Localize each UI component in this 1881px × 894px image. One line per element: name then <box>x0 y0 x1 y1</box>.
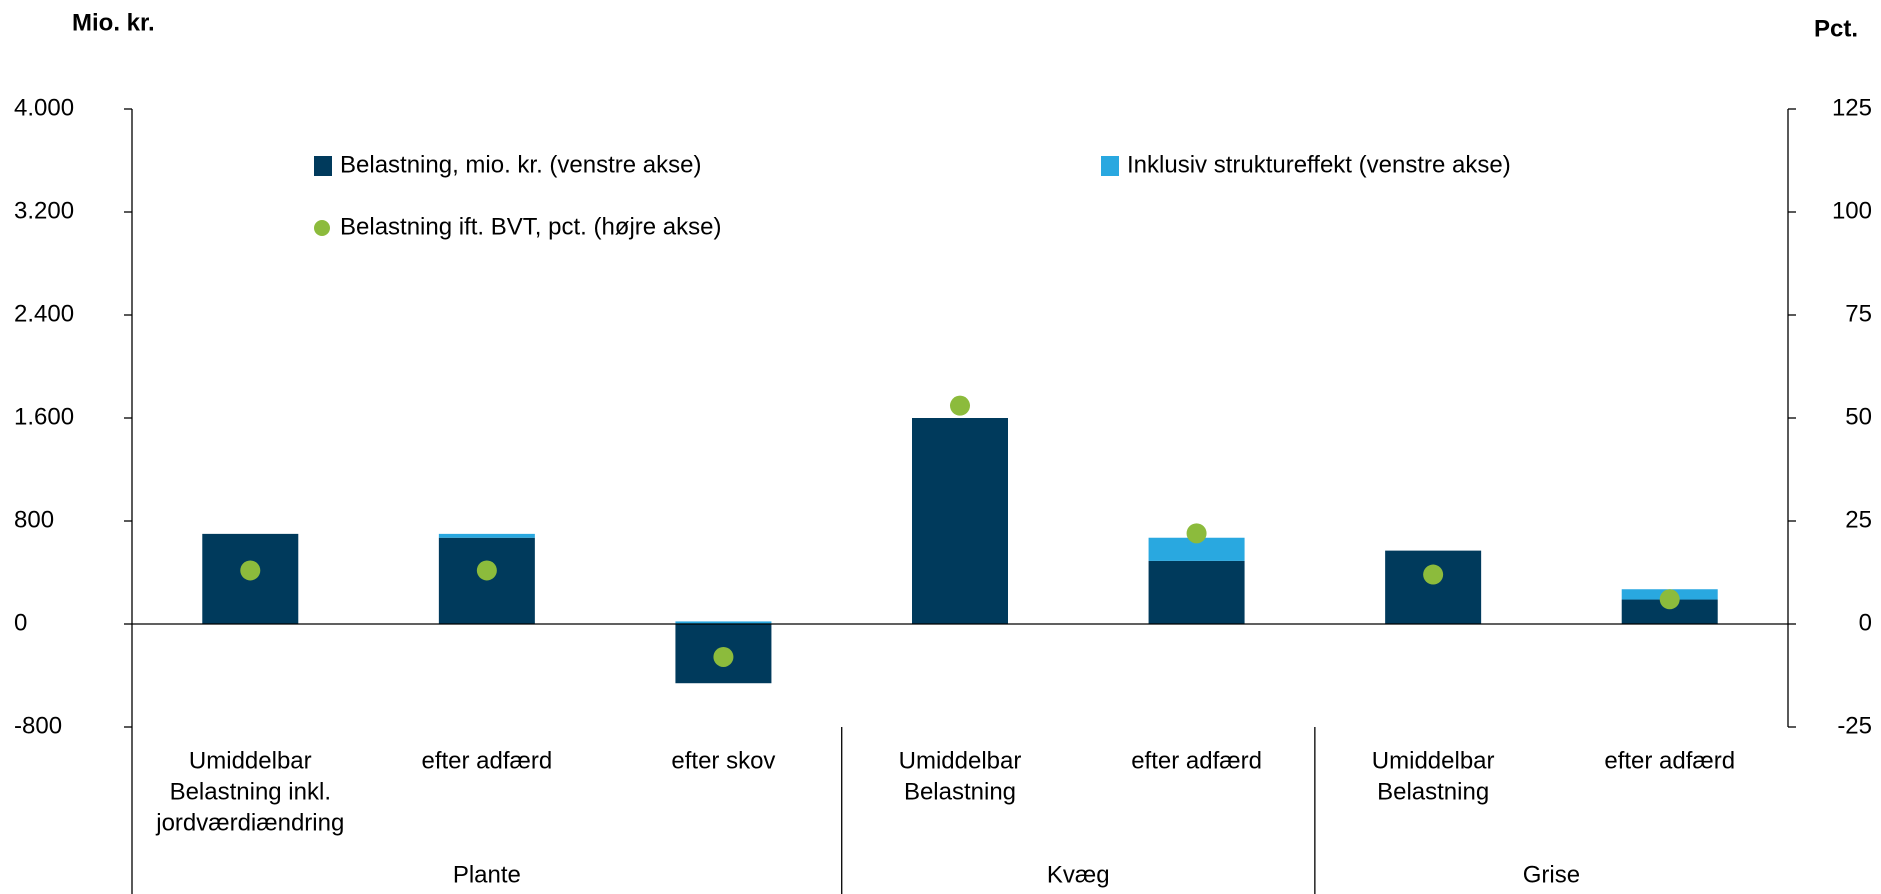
y-axis-title: Mio. kr. <box>72 9 155 36</box>
y-tick-label: 3.200 <box>14 197 74 224</box>
point <box>713 646 734 667</box>
legend-label: Belastning ift. BVT, pct. (højre akse) <box>340 213 721 240</box>
x-tick-label: Umiddelbar <box>1372 747 1495 774</box>
bar <box>1385 550 1482 624</box>
y2-tick-label: 50 <box>1845 403 1872 430</box>
x-tick-label: Umiddelbar <box>189 747 312 774</box>
x-tick-label: efter adfærd <box>1604 747 1735 774</box>
y2-tick-label: 75 <box>1845 300 1872 327</box>
x-tick-label: efter skov <box>671 747 775 774</box>
point <box>950 395 970 416</box>
bar <box>438 533 535 538</box>
point <box>1423 564 1444 585</box>
legend-marker <box>314 156 332 176</box>
y-tick-label: -800 <box>14 712 62 739</box>
y-tick-label: 1.600 <box>14 403 74 430</box>
y2-tick-label: -25 <box>1837 712 1872 739</box>
legend-marker <box>1101 156 1119 176</box>
x-tick-label: efter adfærd <box>1131 747 1262 774</box>
point <box>240 560 261 581</box>
y2-tick-label: 25 <box>1845 506 1872 533</box>
legend-label: Belastning, mio. kr. (venstre akse) <box>340 151 701 178</box>
y2-axis-title: Pct. <box>1814 15 1858 42</box>
x-tick-label: efter adfærd <box>421 747 552 774</box>
x-tick-label: Belastning <box>904 778 1016 805</box>
bar <box>1148 537 1245 561</box>
point <box>476 560 497 581</box>
bar <box>1148 560 1245 624</box>
x-tick-label: Belastning <box>1377 778 1489 805</box>
group-label: Plante <box>453 861 521 888</box>
legend-label: Inklusiv struktureffekt (venstre akse) <box>1127 151 1511 178</box>
x-tick-label: Belastning inkl. <box>170 778 331 805</box>
y-tick-label: 800 <box>14 506 54 533</box>
x-tick-label: jordværdiændring <box>155 809 344 836</box>
bar <box>675 621 772 624</box>
point <box>1186 523 1207 544</box>
bar <box>438 537 535 624</box>
group-label: Grise <box>1523 861 1580 888</box>
x-tick-label: Umiddelbar <box>899 747 1022 774</box>
y2-tick-label: 125 <box>1832 94 1872 121</box>
point <box>1659 589 1680 610</box>
y-tick-label: 4.000 <box>14 94 74 121</box>
y-tick-label: 0 <box>14 609 27 636</box>
group-label: Kvæg <box>1047 861 1110 888</box>
bar <box>912 418 1008 624</box>
y2-tick-label: 0 <box>1859 609 1872 636</box>
y-tick-label: 2.400 <box>14 300 74 327</box>
y2-tick-label: 100 <box>1832 197 1872 224</box>
legend-marker <box>314 220 330 236</box>
